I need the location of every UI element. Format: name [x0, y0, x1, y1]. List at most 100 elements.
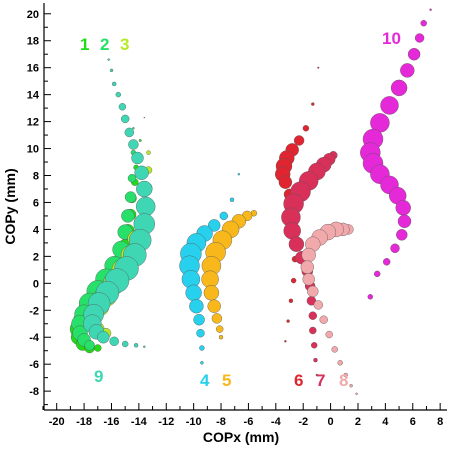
- y-tick-label: 6: [33, 197, 39, 209]
- points-layer: [69, 8, 432, 395]
- x-tick-label: -4: [271, 416, 282, 428]
- point-8-14: [337, 360, 343, 366]
- point-1-0: [143, 116, 146, 119]
- point-2-15: [84, 340, 95, 351]
- point-6-0: [317, 66, 320, 69]
- point-3-0: [146, 150, 151, 155]
- point-4-9: [185, 284, 202, 301]
- point-4-1: [229, 197, 235, 203]
- y-tick-label: -8: [29, 386, 39, 398]
- x-tick-label: -14: [131, 416, 148, 428]
- point-10-19: [374, 270, 381, 278]
- point-9-23: [109, 336, 119, 346]
- y-tick-label: 4: [33, 224, 40, 236]
- point-2-3: [124, 191, 137, 203]
- x-tick-label: -8: [216, 416, 226, 428]
- point-8-16: [349, 384, 353, 388]
- x-tick-label: -2: [298, 416, 308, 428]
- y-tick-label: 8: [33, 171, 39, 183]
- point-10-3: [407, 48, 421, 61]
- point-2-2: [127, 173, 137, 183]
- y-tick-label: 16: [27, 63, 39, 75]
- point-10-17: [390, 243, 400, 254]
- point-9-3: [115, 91, 122, 98]
- y-tick-label: -2: [29, 305, 39, 317]
- point-9-1: [109, 68, 114, 73]
- series-label-2: 2: [100, 35, 109, 54]
- point-8-12: [325, 330, 333, 339]
- point-10-5: [390, 79, 408, 97]
- y-axis-title: COPy (mm): [2, 168, 18, 244]
- point-1-18: [94, 344, 102, 352]
- x-tick-label: 4: [382, 416, 389, 428]
- point-6-15: [288, 298, 294, 303]
- point-5-10: [211, 313, 223, 324]
- x-tick-label: -12: [158, 416, 174, 428]
- point-8-7: [300, 260, 314, 274]
- point-9-0: [107, 58, 110, 61]
- series-label-4: 4: [200, 371, 210, 390]
- point-9-6: [124, 127, 135, 138]
- x-tick-label: 2: [355, 416, 361, 428]
- point-9-10: [136, 180, 153, 198]
- point-5-9: [207, 299, 221, 313]
- y-tick-label: 2: [33, 251, 39, 263]
- series-label-5: 5: [222, 371, 231, 390]
- point-6-1: [311, 102, 315, 106]
- point-8-8: [302, 273, 315, 286]
- point-9-26: [143, 345, 146, 348]
- series-label-3: 3: [120, 35, 129, 54]
- point-6-2: [302, 125, 310, 132]
- point-6-17: [284, 340, 287, 343]
- point-4-11: [193, 314, 205, 326]
- y-tick-label: 12: [27, 117, 39, 129]
- x-tick-label: -16: [104, 416, 120, 428]
- series-5: [201, 209, 258, 340]
- point-5-11: [215, 325, 224, 333]
- x-tick-label: 8: [437, 416, 443, 428]
- x-tick-label: -6: [244, 416, 254, 428]
- point-5-12: [218, 335, 224, 340]
- series-label-9: 9: [94, 367, 103, 386]
- y-tick-label: 14: [27, 90, 40, 102]
- point-1-1: [138, 139, 142, 142]
- point-4-0: [237, 172, 241, 176]
- series-2: [71, 127, 137, 351]
- point-9-5: [120, 114, 130, 124]
- x-tick-label: 6: [410, 416, 416, 428]
- point-9-9: [134, 165, 149, 181]
- point-9-22: [97, 331, 110, 344]
- point-6-16: [286, 319, 290, 323]
- point-8-6: [301, 247, 316, 263]
- point-7-9: [288, 236, 305, 252]
- point-7-18: [315, 373, 319, 377]
- series-10: [360, 8, 432, 300]
- y-tick-label: 18: [27, 36, 39, 48]
- series-4: [179, 172, 241, 365]
- point-4-14: [200, 361, 204, 365]
- point-8-10: [313, 300, 323, 310]
- point-7-16: [311, 342, 318, 349]
- y-tick-label: 20: [27, 9, 39, 21]
- point-10-16: [396, 229, 408, 241]
- point-7-14: [308, 311, 317, 320]
- point-8-11: [319, 315, 328, 324]
- point-4-12: [196, 329, 205, 338]
- point-9-11: [135, 196, 156, 217]
- point-9-2: [111, 81, 117, 87]
- point-4-3: [207, 219, 221, 232]
- x-axis-title: COPx (mm): [203, 429, 279, 445]
- series-label-1: 1: [80, 35, 89, 54]
- point-10-1: [420, 20, 427, 27]
- series-label-8: 8: [339, 371, 348, 390]
- point-9-7: [128, 139, 139, 150]
- point-4-13: [199, 345, 205, 351]
- point-8-15: [343, 372, 348, 378]
- point-10-14: [395, 200, 411, 216]
- point-9-4: [118, 103, 127, 111]
- point-4-10: [189, 299, 204, 314]
- point-6-8: [278, 175, 293, 189]
- y-tick-label: -4: [29, 332, 40, 344]
- point-8-17: [355, 392, 358, 395]
